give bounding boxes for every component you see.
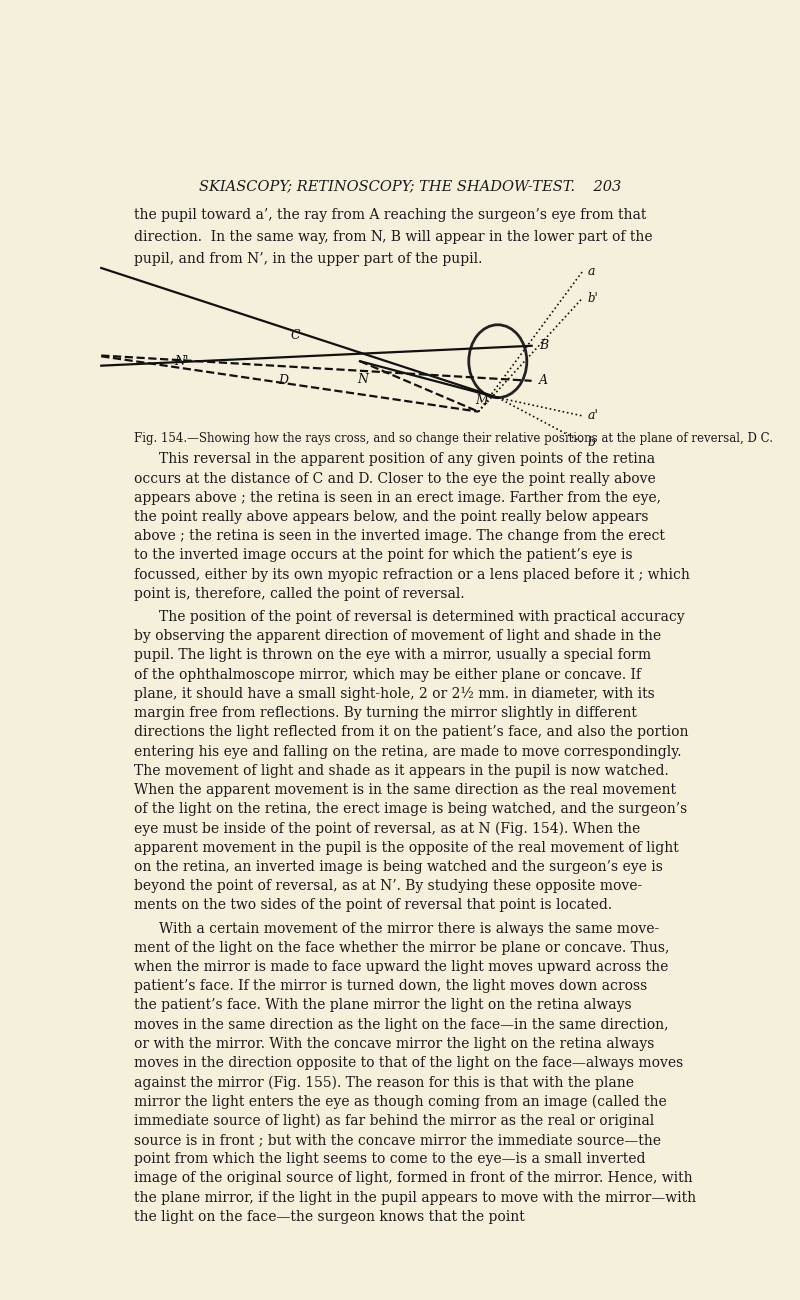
Text: SKIASCOPY; RETINOSCOPY; THE SHADOW-TEST.    203: SKIASCOPY; RETINOSCOPY; THE SHADOW-TEST.… — [199, 179, 621, 192]
Text: ments on the two sides of the point of reversal that point is located.: ments on the two sides of the point of r… — [134, 898, 612, 913]
Text: occurs at the distance of C and D. Closer to the eye the point really above: occurs at the distance of C and D. Close… — [134, 472, 656, 485]
Text: b': b' — [587, 291, 598, 304]
Text: The position of the point of reversal is determined with practical accuracy: The position of the point of reversal is… — [159, 610, 685, 624]
Text: a: a — [587, 265, 595, 278]
Text: the patient’s face. With the plane mirror the light on the retina always: the patient’s face. With the plane mirro… — [134, 998, 632, 1013]
Text: direction.  In the same way, from N, B will appear in the lower part of the: direction. In the same way, from N, B wi… — [134, 230, 653, 244]
Text: ment of the light on the face whether the mirror be plane or concave. Thus,: ment of the light on the face whether th… — [134, 941, 670, 954]
Text: the light on the face—the surgeon knows that the point: the light on the face—the surgeon knows … — [134, 1210, 525, 1223]
Text: pupil, and from N’, in the upper part of the pupil.: pupil, and from N’, in the upper part of… — [134, 252, 482, 266]
Text: source is in front ; but with the concave mirror the immediate source—the: source is in front ; but with the concav… — [134, 1134, 661, 1147]
Text: plane, it should have a small sight-hole, 2 or 2½ mm. in diameter, with its: plane, it should have a small sight-hole… — [134, 686, 655, 701]
Text: the plane mirror, if the light in the pupil appears to move with the mirror—with: the plane mirror, if the light in the pu… — [134, 1191, 696, 1205]
Text: apparent movement in the pupil is the opposite of the real movement of light: apparent movement in the pupil is the op… — [134, 841, 679, 854]
Text: This reversal in the apparent position of any given points of the retina: This reversal in the apparent position o… — [159, 452, 655, 467]
Text: moves in the direction opposite to that of the light on the face—always moves: moves in the direction opposite to that … — [134, 1056, 683, 1070]
Text: immediate source of light) as far behind the mirror as the real or original: immediate source of light) as far behind… — [134, 1114, 654, 1128]
Text: the pupil toward a’, the ray from A reaching the surgeon’s eye from that: the pupil toward a’, the ray from A reac… — [134, 208, 646, 222]
Text: Fig. 154.—Showing how the rays cross, and so change their relative positions at : Fig. 154.—Showing how the rays cross, an… — [134, 433, 773, 446]
Text: With a certain movement of the mirror there is always the same move-: With a certain movement of the mirror th… — [159, 922, 659, 936]
Text: when the mirror is made to face upward the light moves upward across the: when the mirror is made to face upward t… — [134, 959, 669, 974]
Text: D: D — [278, 373, 288, 386]
Text: The movement of light and shade as it appears in the pupil is now watched.: The movement of light and shade as it ap… — [134, 764, 669, 777]
Text: appears above ; the retina is seen in an erect image. Farther from the eye,: appears above ; the retina is seen in an… — [134, 490, 661, 504]
Text: against the mirror (Fig. 155). The reason for this is that with the plane: against the mirror (Fig. 155). The reaso… — [134, 1075, 634, 1089]
Text: above ; the retina is seen in the inverted image. The change from the erect: above ; the retina is seen in the invert… — [134, 529, 665, 543]
Text: image of the original source of light, formed in front of the mirror. Hence, wit: image of the original source of light, f… — [134, 1171, 693, 1186]
Text: by observing the apparent direction of movement of light and shade in the: by observing the apparent direction of m… — [134, 629, 662, 644]
Text: mirror the light enters the eye as though coming from an image (called the: mirror the light enters the eye as thoug… — [134, 1095, 667, 1109]
Text: margin free from reflections. By turning the mirror slightly in different: margin free from reflections. By turning… — [134, 706, 637, 720]
Text: C: C — [290, 329, 300, 342]
Text: N: N — [358, 373, 369, 386]
Text: point is, therefore, called the point of reversal.: point is, therefore, called the point of… — [134, 586, 465, 601]
Text: N': N' — [174, 355, 189, 368]
Text: point from which the light seems to come to the eye—is a small inverted: point from which the light seems to come… — [134, 1152, 646, 1166]
Text: B: B — [539, 339, 548, 352]
Text: pupil. The light is thrown on the eye with a mirror, usually a special form: pupil. The light is thrown on the eye wi… — [134, 649, 651, 663]
Text: to the inverted image occurs at the point for which the patient’s eye is: to the inverted image occurs at the poin… — [134, 549, 633, 563]
Text: on the retina, an inverted image is being watched and the surgeon’s eye is: on the retina, an inverted image is bein… — [134, 859, 663, 874]
Text: eye must be inside of the point of reversal, as at N (Fig. 154). When the: eye must be inside of the point of rever… — [134, 822, 640, 836]
Text: the point really above appears below, and the point really below appears: the point really above appears below, an… — [134, 510, 649, 524]
Text: of the ophthalmoscope mirror, which may be either plane or concave. If: of the ophthalmoscope mirror, which may … — [134, 668, 641, 681]
Text: beyond the point of reversal, as at N’. By studying these opposite move-: beyond the point of reversal, as at N’. … — [134, 879, 642, 893]
Text: focussed, either by its own myopic refraction or a lens placed before it ; which: focussed, either by its own myopic refra… — [134, 568, 690, 581]
Text: patient’s face. If the mirror is turned down, the light moves down across: patient’s face. If the mirror is turned … — [134, 979, 647, 993]
Text: b: b — [587, 436, 595, 448]
Text: When the apparent movement is in the same direction as the real movement: When the apparent movement is in the sam… — [134, 783, 676, 797]
Text: a': a' — [587, 410, 598, 422]
Text: moves in the same direction as the light on the face—in the same direction,: moves in the same direction as the light… — [134, 1018, 669, 1032]
Text: directions the light reflected from it on the patient’s face, and also the porti: directions the light reflected from it o… — [134, 725, 689, 740]
Text: A: A — [539, 374, 548, 387]
Text: of the light on the retina, the erect image is being watched, and the surgeon’s: of the light on the retina, the erect im… — [134, 802, 687, 816]
Text: entering his eye and falling on the retina, are made to move correspondingly.: entering his eye and falling on the reti… — [134, 745, 682, 759]
Text: or with the mirror. With the concave mirror the light on the retina always: or with the mirror. With the concave mir… — [134, 1037, 654, 1050]
Text: M: M — [475, 394, 488, 407]
